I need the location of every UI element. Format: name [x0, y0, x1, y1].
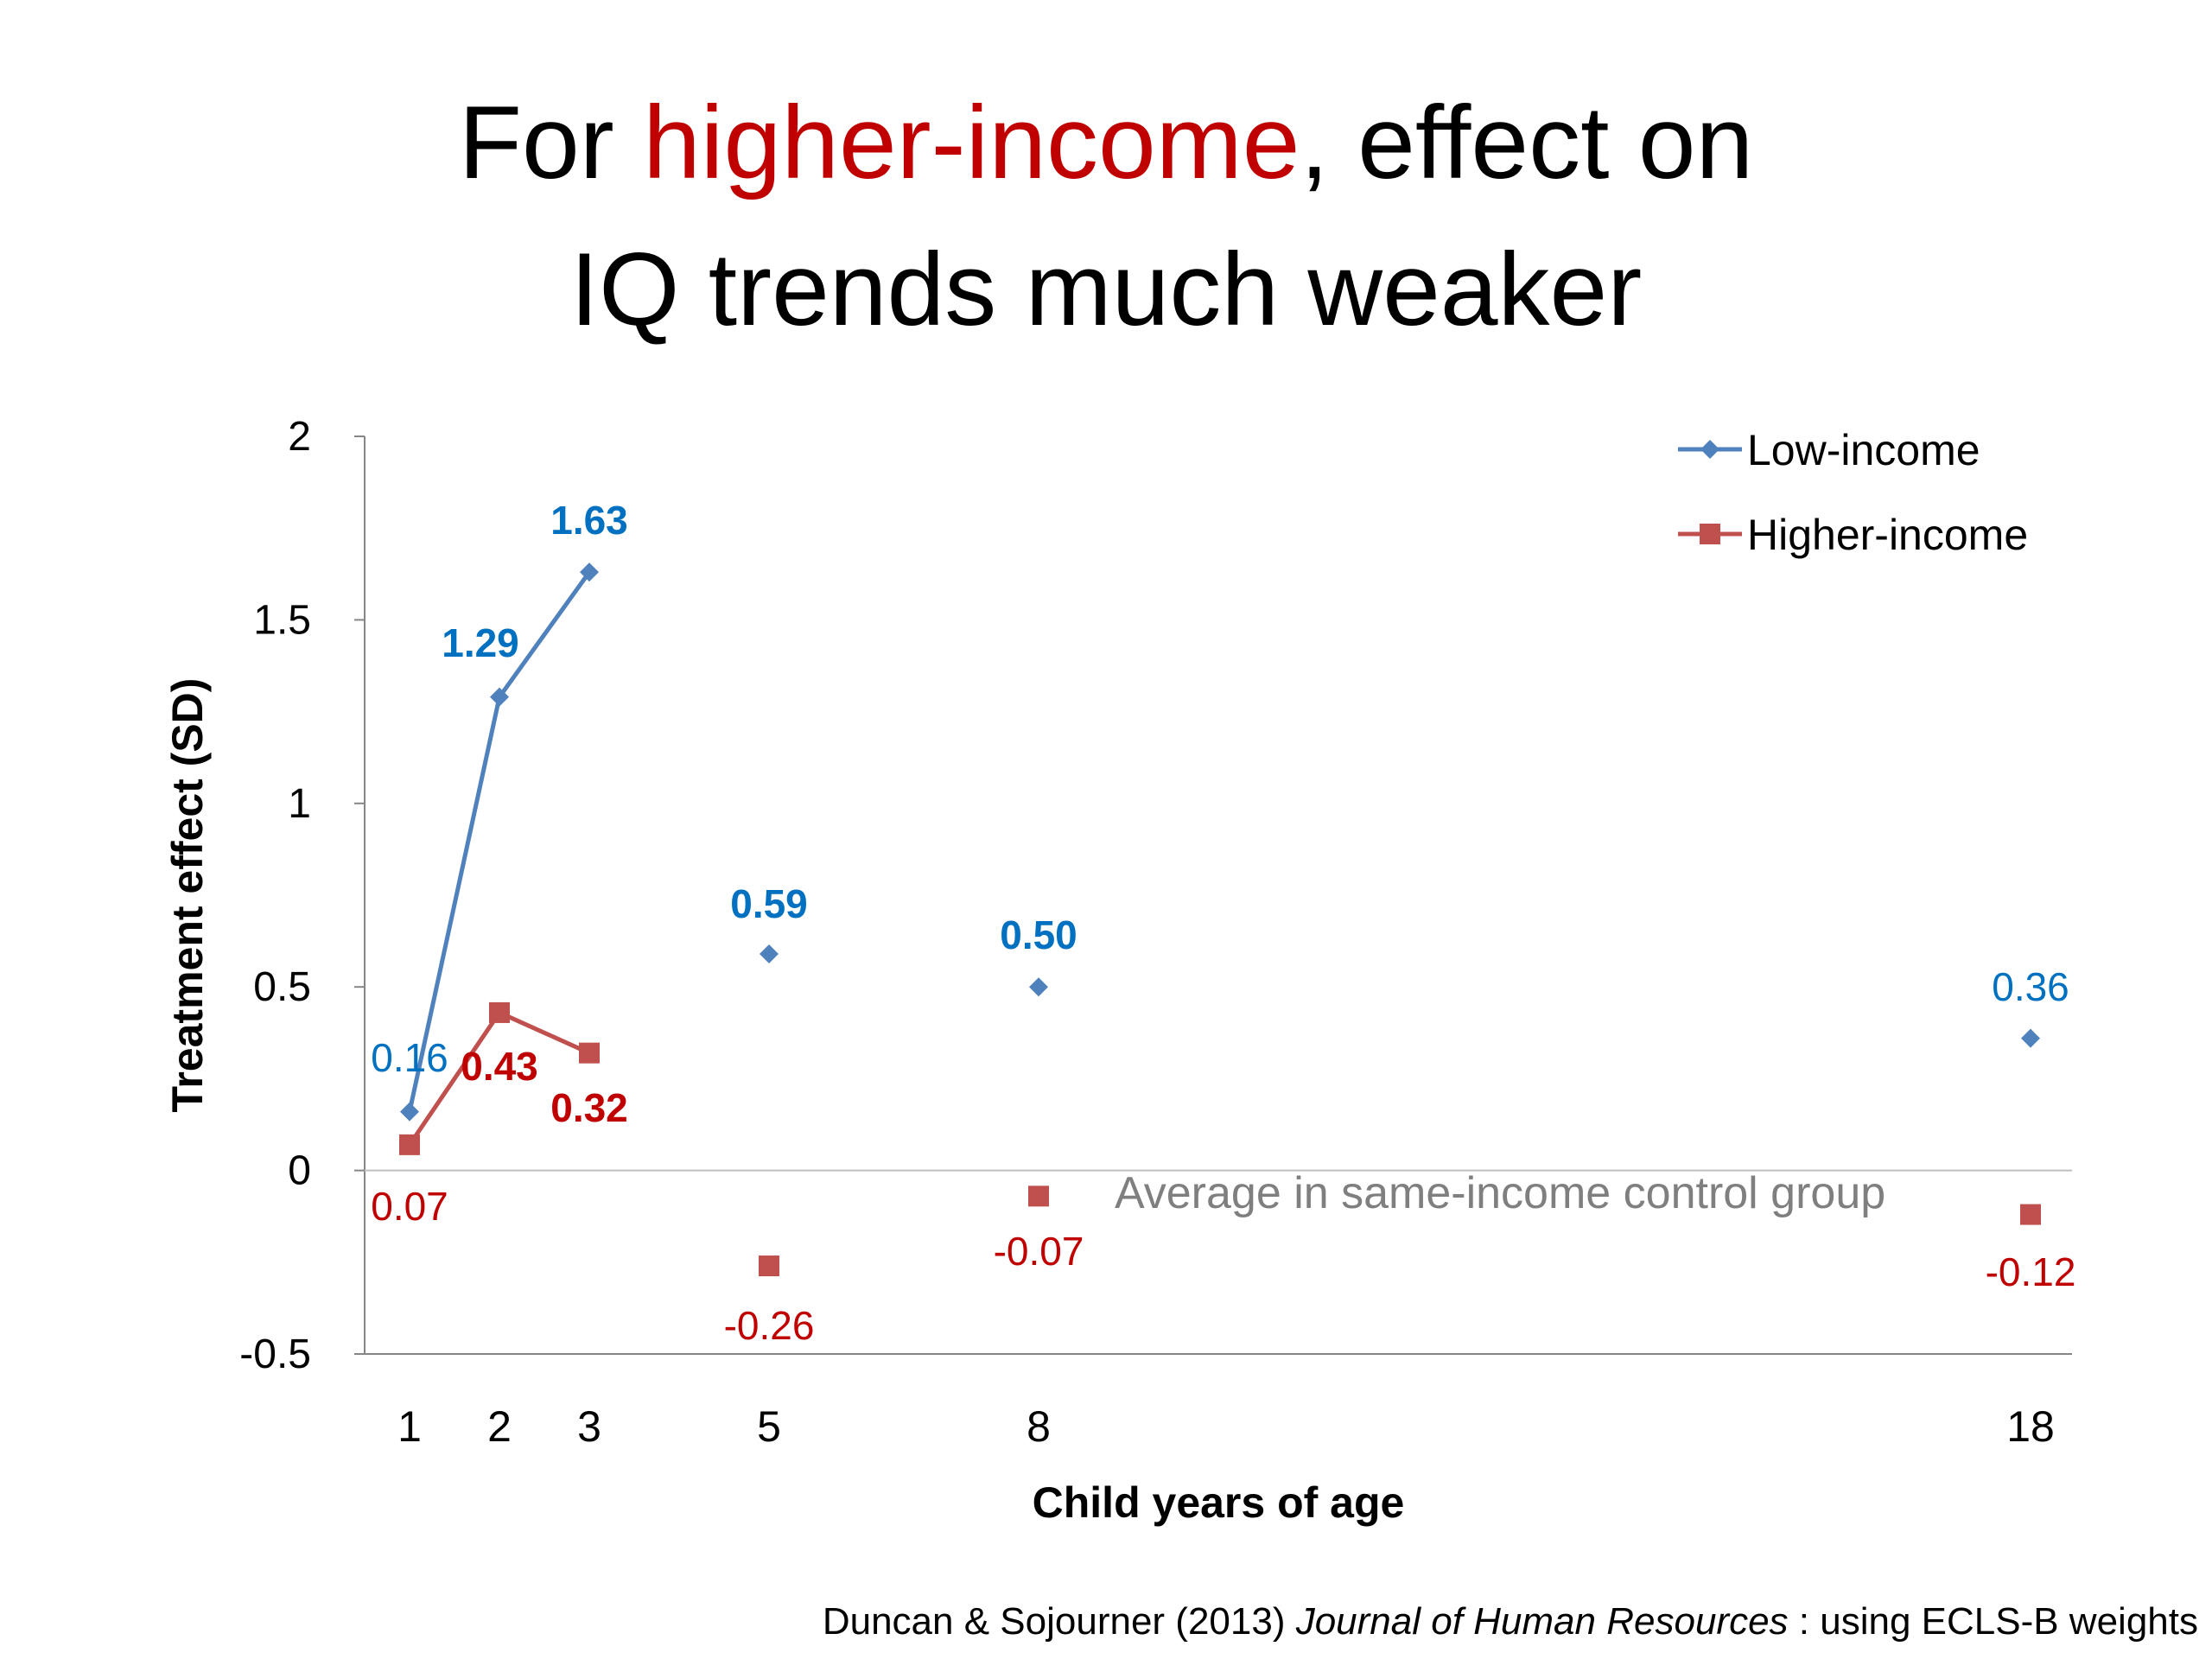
y-axis-title: Treatment effect (SD)	[163, 678, 212, 1113]
legend-diamond-icon	[1700, 440, 1719, 459]
higher-income-point	[579, 1042, 600, 1064]
control-group-annotation: Average in same-income control group	[1115, 1168, 1885, 1218]
title-accent: higher-income	[643, 85, 1300, 200]
citation-journal: Journal of Human Resources	[1295, 1600, 1789, 1643]
citation-authors: Duncan & Sojourner (2013)	[822, 1600, 1296, 1643]
higher-income-data-label: 0.32	[550, 1085, 628, 1130]
citation: Duncan & Sojourner (2013) Journal of Hum…	[823, 1600, 2198, 1643]
low-income-point	[580, 563, 599, 582]
higher-income-data-label: -0.12	[1986, 1249, 2076, 1294]
slide-title: For higher-income, effect on IQ trends m…	[0, 69, 2212, 363]
low-income-point	[1029, 977, 1048, 997]
title-line1-pre: For	[458, 85, 644, 200]
higher-income-point	[489, 1001, 510, 1023]
y-tick-label: 1.5	[253, 597, 311, 643]
x-axis-title: Child years of age	[1033, 1478, 1405, 1527]
higher-income-point	[759, 1255, 779, 1277]
low-income-data-label: 0.16	[371, 1035, 448, 1080]
citation-rest: : using ECLS-B weights	[1788, 1600, 2198, 1643]
higher-income-point	[2020, 1204, 2041, 1225]
y-tick-label: 0.5	[253, 964, 311, 1010]
y-tick-label: -0.5	[239, 1332, 311, 1377]
low-income-data-label: 0.59	[730, 881, 808, 926]
legend-label: Higher-income	[1747, 511, 2028, 559]
x-tick-label: 18	[2006, 1402, 2055, 1451]
higher-income-data-label: 0.43	[461, 1044, 538, 1089]
low-income-point	[2021, 1028, 2040, 1048]
higher-income-data-label: 0.07	[371, 1184, 448, 1229]
low-income-point	[400, 1102, 419, 1122]
low-income-point	[490, 687, 509, 707]
low-income-data-label: 1.29	[442, 620, 519, 665]
low-income-data-label: 1.63	[550, 498, 628, 543]
higher-income-data-label: -0.26	[724, 1303, 815, 1348]
x-tick-label: 1	[397, 1402, 422, 1451]
x-tick-label: 8	[1027, 1402, 1051, 1451]
low-income-point	[760, 944, 779, 963]
higher-income-point	[399, 1134, 420, 1155]
title-line2: IQ trends much weaker	[569, 232, 1643, 347]
x-tick-label: 3	[577, 1402, 601, 1451]
low-income-data-label: 0.50	[1000, 912, 1077, 957]
x-tick-label: 5	[757, 1402, 781, 1451]
low-income-data-label: 0.36	[1992, 964, 2069, 1009]
higher-income-point	[1028, 1185, 1049, 1207]
y-tick-label: 1	[288, 781, 311, 827]
y-tick-label: 0	[288, 1148, 311, 1194]
y-tick-label: 2	[288, 414, 311, 460]
title-line1-post: , effect on	[1300, 85, 1754, 200]
legend-square-icon	[1700, 524, 1720, 544]
legend-label: Low-income	[1747, 426, 1980, 474]
higher-income-data-label: -0.07	[994, 1229, 1084, 1274]
x-tick-label: 2	[487, 1402, 512, 1451]
